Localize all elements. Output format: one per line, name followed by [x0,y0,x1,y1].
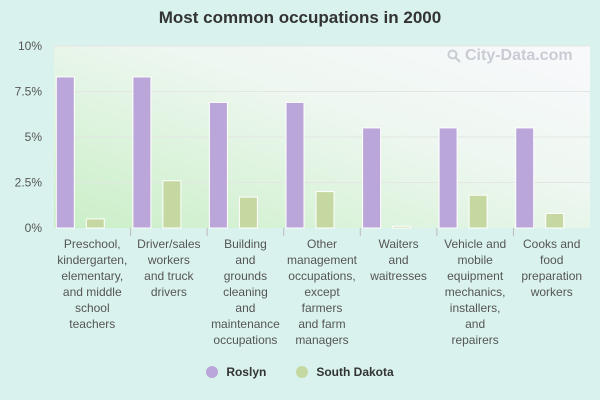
legend: Roslyn South Dakota [0,365,600,379]
bar-roslyn [55,76,75,229]
chart-title: Most common occupations in 2000 [158,8,442,27]
y-tick-label: 2.5% [15,176,43,190]
x-tick-label: Waiters and waitresses [370,237,427,283]
category-separators [130,228,514,236]
x-tick-label: Other management occupations, except farmers… [286,237,358,347]
bar-roslyn [132,76,152,229]
x-tick-label: Vehicle and mobile equipment mechanics, inst… [444,237,507,347]
legend-swatch-roslyn [206,366,219,378]
y-tick-label: 10% [18,39,42,53]
bar-roslyn [285,101,305,229]
bar-south-dakota [468,194,488,229]
legend-label-roslyn: Roslyn [226,365,267,379]
bar-south-dakota [238,196,258,229]
bar-south-dakota [392,225,412,229]
bar-roslyn [438,127,458,229]
bar-south-dakota [162,180,182,229]
bar-roslyn [362,127,382,229]
legend-swatch-south-dakota [296,366,309,378]
y-tick-label: 7.5% [15,85,43,99]
y-tick-label: 5% [25,130,43,144]
x-tick-label: Cooks and food preparation workers [521,237,583,299]
x-tick-label: Preschool, kindergarten, elementary, and mi… [57,237,128,331]
watermark-text: City-Data.com [465,47,573,64]
bar-roslyn [515,127,535,229]
legend-label-south-dakota: South Dakota [316,365,394,379]
magnifier-icon [447,49,461,63]
x-tick-label: Building and grounds cleaning and maintenance… [211,237,280,347]
bar-layer [55,76,565,229]
bar-south-dakota [545,212,565,229]
watermark: City-Data.com [447,47,573,65]
x-tick-label: Driver/sales workers and truck drivers [137,237,201,299]
y-axis: 0% 2.5% 5% 7.5% 10% [15,39,43,235]
legend-item-roslyn: Roslyn [206,365,266,379]
bar-south-dakota [85,218,105,229]
bar-south-dakota [315,191,335,229]
bar-roslyn [208,101,228,229]
legend-item-south-dakota: South Dakota [296,365,394,379]
y-tick-label: 0% [25,221,43,235]
